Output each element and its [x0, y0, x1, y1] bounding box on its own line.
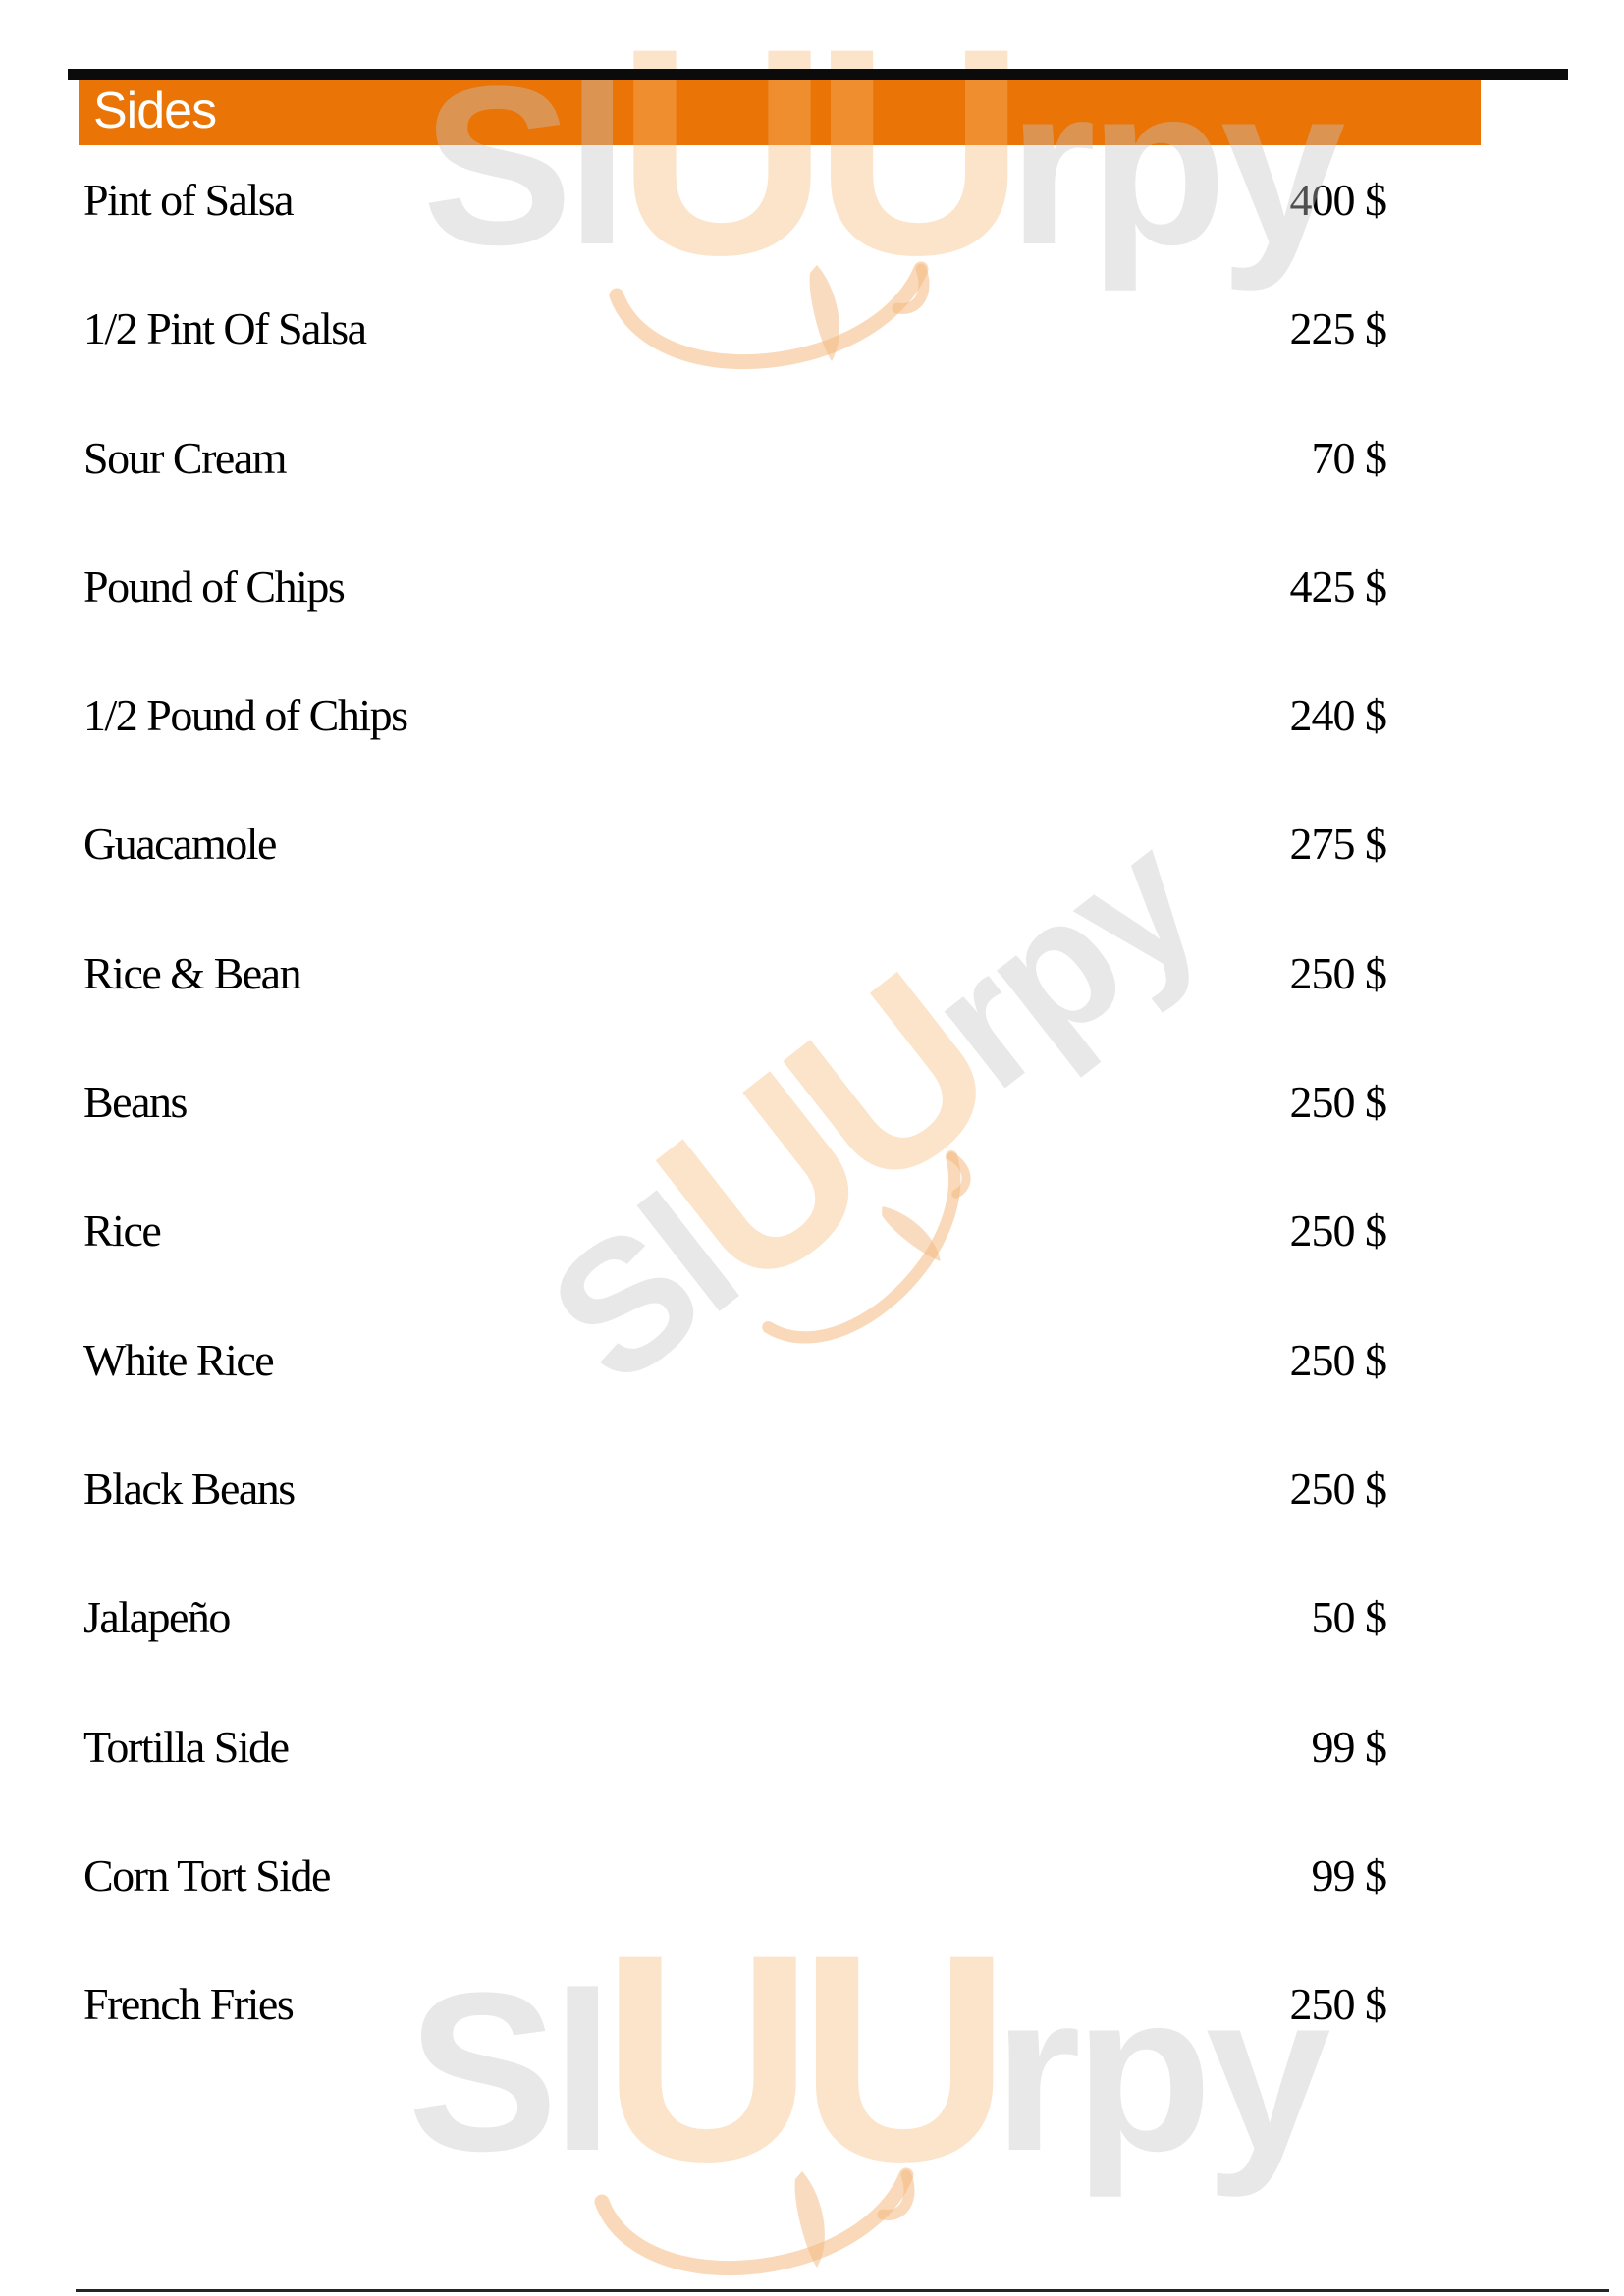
menu-item-row: Pint of Salsa 400 $: [83, 175, 1387, 306]
menu-item-price: 250 $: [1289, 1077, 1387, 1128]
menu-item-name: Rice & Bean: [83, 947, 302, 998]
menu-item-name: Rice: [83, 1205, 162, 1256]
menu-item-price: 250 $: [1289, 947, 1387, 998]
menu-item-name: French Fries: [83, 1979, 295, 2030]
section-header: Sides: [79, 80, 1481, 145]
menu-item-price: 250 $: [1289, 1205, 1387, 1256]
menu-item-name: Black Beans: [83, 1463, 296, 1514]
menu-item-price: 400 $: [1289, 175, 1387, 225]
menu-item-row: Guacamole 275 $: [83, 819, 1387, 950]
bottom-divider: [76, 2289, 1609, 2292]
menu-item-row: Pound of Chips 425 $: [83, 561, 1387, 693]
menu-item-row: Sour Cream 70 $: [83, 432, 1387, 564]
menu-item-row: Beans 250 $: [83, 1077, 1387, 1208]
menu-item-name: Pound of Chips: [83, 561, 346, 612]
menu-item-row: 1/2 Pound of Chips 240 $: [83, 690, 1387, 822]
menu-item-price: 99 $: [1311, 1849, 1387, 1900]
menu-item-name: Guacamole: [83, 819, 277, 870]
menu-item-row: Rice 250 $: [83, 1205, 1387, 1337]
menu-item-price: 50 $: [1311, 1592, 1387, 1643]
menu-item-price: 250 $: [1289, 1334, 1387, 1385]
menu-item-name: Tortilla Side: [83, 1721, 290, 1772]
menu-item-row: French Fries 250 $: [83, 1979, 1387, 2110]
menu-item-name: 1/2 Pound of Chips: [83, 690, 408, 741]
menu-item-price: 225 $: [1289, 303, 1387, 354]
menu-item-row: Black Beans 250 $: [83, 1463, 1387, 1595]
section-title: Sides: [93, 82, 217, 139]
menu-item-row: Rice & Bean 250 $: [83, 947, 1387, 1080]
menu-item-price: 70 $: [1311, 432, 1387, 483]
menu-item-name: 1/2 Pint Of Salsa: [83, 303, 367, 354]
menu-item-price: 275 $: [1289, 819, 1387, 870]
menu-item-row: Corn Tort Side 99 $: [83, 1849, 1387, 1982]
menu-item-price: 250 $: [1289, 1979, 1387, 2030]
menu-item-price: 425 $: [1289, 561, 1387, 612]
menu-item-price: 99 $: [1311, 1721, 1387, 1772]
menu-item-row: 1/2 Pint Of Salsa 225 $: [83, 303, 1387, 435]
menu-item-row: Jalapeño 50 $: [83, 1592, 1387, 1724]
menu-item-price: 250 $: [1289, 1463, 1387, 1514]
menu-item-name: Sour Cream: [83, 432, 288, 483]
menu-item-name: Pint of Salsa: [83, 175, 295, 225]
menu-list: Pint of Salsa 400 $ 1/2 Pint Of Salsa 22…: [83, 175, 1387, 2110]
menu-item-name: Beans: [83, 1077, 188, 1128]
menu-item-price: 240 $: [1289, 690, 1387, 741]
menu-item-row: White Rice 250 $: [83, 1334, 1387, 1467]
tongue-swoosh-icon: [594, 2167, 915, 2275]
menu-item-name: White Rice: [83, 1334, 275, 1385]
menu-item-row: Tortilla Side 99 $: [83, 1721, 1387, 1853]
top-divider: [68, 69, 1568, 80]
menu-item-name: Jalapeño: [83, 1592, 231, 1643]
menu-item-name: Corn Tort Side: [83, 1849, 331, 1900]
